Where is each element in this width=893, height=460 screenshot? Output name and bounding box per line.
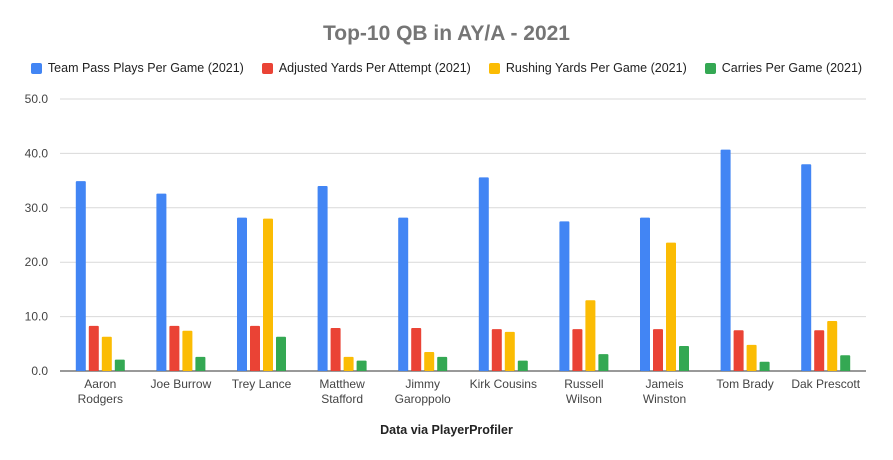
bar[interactable] [517, 360, 528, 371]
x-tick-label: Joe Burrow [151, 377, 212, 391]
legend-label: Adjusted Yards Per Attempt (2021) [278, 61, 471, 75]
bar[interactable] [598, 354, 609, 371]
bar[interactable] [827, 320, 838, 371]
bar[interactable] [101, 336, 112, 371]
y-tick-label: 20.0 [25, 255, 49, 269]
bar[interactable] [585, 300, 596, 371]
legend-item[interactable]: Adjusted Yards Per Attempt (2021) [261, 61, 471, 75]
bar[interactable] [182, 330, 193, 371]
x-tick-label: Aaron [84, 377, 116, 391]
bar[interactable] [572, 329, 583, 371]
bar[interactable] [343, 356, 354, 371]
x-tick-label: Russell [564, 377, 603, 391]
y-tick-label: 40.0 [25, 146, 49, 160]
legend-label: Carries Per Game (2021) [721, 61, 863, 75]
bar[interactable] [88, 325, 99, 371]
bar[interactable] [317, 186, 328, 371]
y-tick-label: 30.0 [25, 201, 49, 215]
x-tick-label: Dak Prescott [791, 377, 860, 391]
bar[interactable] [640, 217, 650, 371]
bar[interactable] [411, 328, 422, 371]
y-tick-label: 50.0 [25, 92, 49, 106]
legend-item[interactable]: Carries Per Game (2021) [704, 61, 863, 75]
legend-label: Team Pass Plays Per Game (2021) [47, 61, 244, 75]
bar[interactable] [263, 218, 273, 371]
bar[interactable] [114, 359, 125, 371]
bar[interactable] [759, 361, 770, 371]
x-tick-label: Wilson [566, 392, 602, 406]
bar[interactable] [437, 356, 448, 371]
legend-swatch [261, 62, 273, 74]
x-tick-label: Tom Brady [716, 377, 773, 391]
bar[interactable] [814, 330, 825, 371]
y-tick-label: 10.0 [25, 310, 49, 324]
bar[interactable] [801, 164, 812, 371]
bar[interactable] [330, 328, 341, 371]
x-tick-label: Jimmy [405, 377, 440, 391]
bar[interactable] [746, 344, 757, 371]
x-axis-title: Data via PlayerProfiler [380, 423, 513, 437]
legend-item[interactable]: Rushing Yards Per Game (2021) [488, 61, 687, 75]
x-tick-label: Garoppolo [395, 392, 451, 406]
bar[interactable] [237, 217, 247, 371]
bar[interactable] [424, 351, 435, 371]
bar[interactable] [720, 149, 731, 371]
x-tick-label: Winston [643, 392, 686, 406]
legend: Team Pass Plays Per Game (2021) Adjusted… [0, 61, 893, 75]
x-tick-label: Kirk Cousins [470, 377, 537, 391]
legend-swatch [488, 62, 500, 74]
x-tick-label: Rodgers [78, 392, 123, 406]
legend-swatch [704, 62, 716, 74]
bar[interactable] [733, 330, 744, 371]
bar[interactable] [653, 329, 663, 371]
bar[interactable] [250, 325, 260, 371]
x-tick-label: Jameis [645, 377, 683, 391]
bar[interactable] [840, 355, 851, 371]
bar[interactable] [679, 345, 689, 371]
bar[interactable] [559, 221, 570, 371]
legend-item[interactable]: Team Pass Plays Per Game (2021) [30, 61, 244, 75]
legend-label: Rushing Yards Per Game (2021) [505, 61, 687, 75]
x-tick-label: Matthew [319, 377, 365, 391]
bar[interactable] [156, 193, 167, 371]
bar[interactable] [398, 217, 409, 371]
bar[interactable] [75, 181, 86, 371]
bar[interactable] [491, 329, 502, 371]
chart-title: Top-10 QB in AY/A - 2021 [322, 22, 570, 45]
bar[interactable] [195, 356, 206, 371]
y-tick-label: 0.0 [31, 364, 48, 378]
bar[interactable] [666, 242, 676, 371]
x-tick-label: Stafford [321, 392, 363, 406]
bar[interactable] [356, 360, 367, 371]
legend-swatch [30, 62, 42, 74]
bar[interactable] [478, 177, 489, 371]
bar[interactable] [169, 325, 180, 371]
bar[interactable] [504, 331, 515, 371]
bar[interactable] [276, 336, 286, 371]
x-tick-label: Trey Lance [232, 377, 292, 391]
